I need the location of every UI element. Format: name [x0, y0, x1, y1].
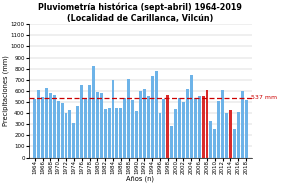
- Bar: [100, 93, 103, 158]
- Bar: [135, 111, 138, 158]
- Bar: [123, 97, 126, 158]
- Bar: [49, 93, 52, 158]
- Bar: [139, 91, 142, 158]
- Bar: [229, 110, 232, 158]
- Bar: [217, 101, 220, 158]
- Bar: [92, 66, 95, 158]
- Text: 537 mm: 537 mm: [251, 95, 277, 100]
- Bar: [108, 107, 111, 158]
- Bar: [245, 100, 248, 158]
- Bar: [41, 97, 44, 158]
- Title: Pluviometría histórica (sept-abril) 1964-2019
(Localidad de Carillanca, Vilcún): Pluviometría histórica (sept-abril) 1964…: [39, 3, 242, 23]
- Bar: [53, 95, 56, 158]
- Bar: [174, 109, 177, 158]
- Bar: [166, 95, 169, 158]
- Bar: [190, 75, 193, 158]
- Bar: [112, 80, 115, 158]
- Bar: [241, 91, 244, 158]
- Bar: [45, 88, 48, 158]
- Bar: [162, 99, 165, 158]
- Bar: [131, 100, 134, 158]
- Bar: [96, 92, 99, 158]
- Bar: [225, 113, 228, 158]
- Bar: [202, 96, 205, 158]
- Bar: [237, 112, 240, 158]
- Bar: [88, 85, 91, 158]
- Bar: [209, 121, 212, 158]
- Bar: [182, 102, 185, 158]
- Bar: [72, 123, 75, 158]
- Bar: [147, 96, 150, 158]
- Bar: [64, 112, 67, 158]
- Bar: [76, 106, 79, 158]
- X-axis label: Años (n): Años (n): [126, 176, 154, 182]
- Bar: [178, 97, 181, 158]
- Bar: [80, 85, 83, 158]
- Bar: [151, 76, 154, 158]
- Bar: [194, 97, 197, 158]
- Bar: [233, 129, 236, 158]
- Bar: [33, 99, 36, 158]
- Bar: [68, 110, 71, 158]
- Bar: [213, 129, 216, 158]
- Bar: [57, 101, 60, 158]
- Bar: [143, 89, 146, 158]
- Bar: [119, 107, 122, 158]
- Bar: [60, 103, 64, 158]
- Bar: [221, 90, 224, 158]
- Bar: [116, 107, 118, 158]
- Bar: [127, 79, 130, 158]
- Bar: [170, 126, 173, 158]
- Bar: [84, 99, 87, 158]
- Bar: [37, 90, 40, 158]
- Bar: [158, 113, 161, 158]
- Bar: [186, 89, 189, 158]
- Bar: [104, 109, 107, 158]
- Bar: [198, 96, 201, 158]
- Bar: [206, 90, 209, 158]
- Y-axis label: Precipitaciones (mm): Precipitaciones (mm): [3, 56, 9, 126]
- Bar: [155, 71, 157, 158]
